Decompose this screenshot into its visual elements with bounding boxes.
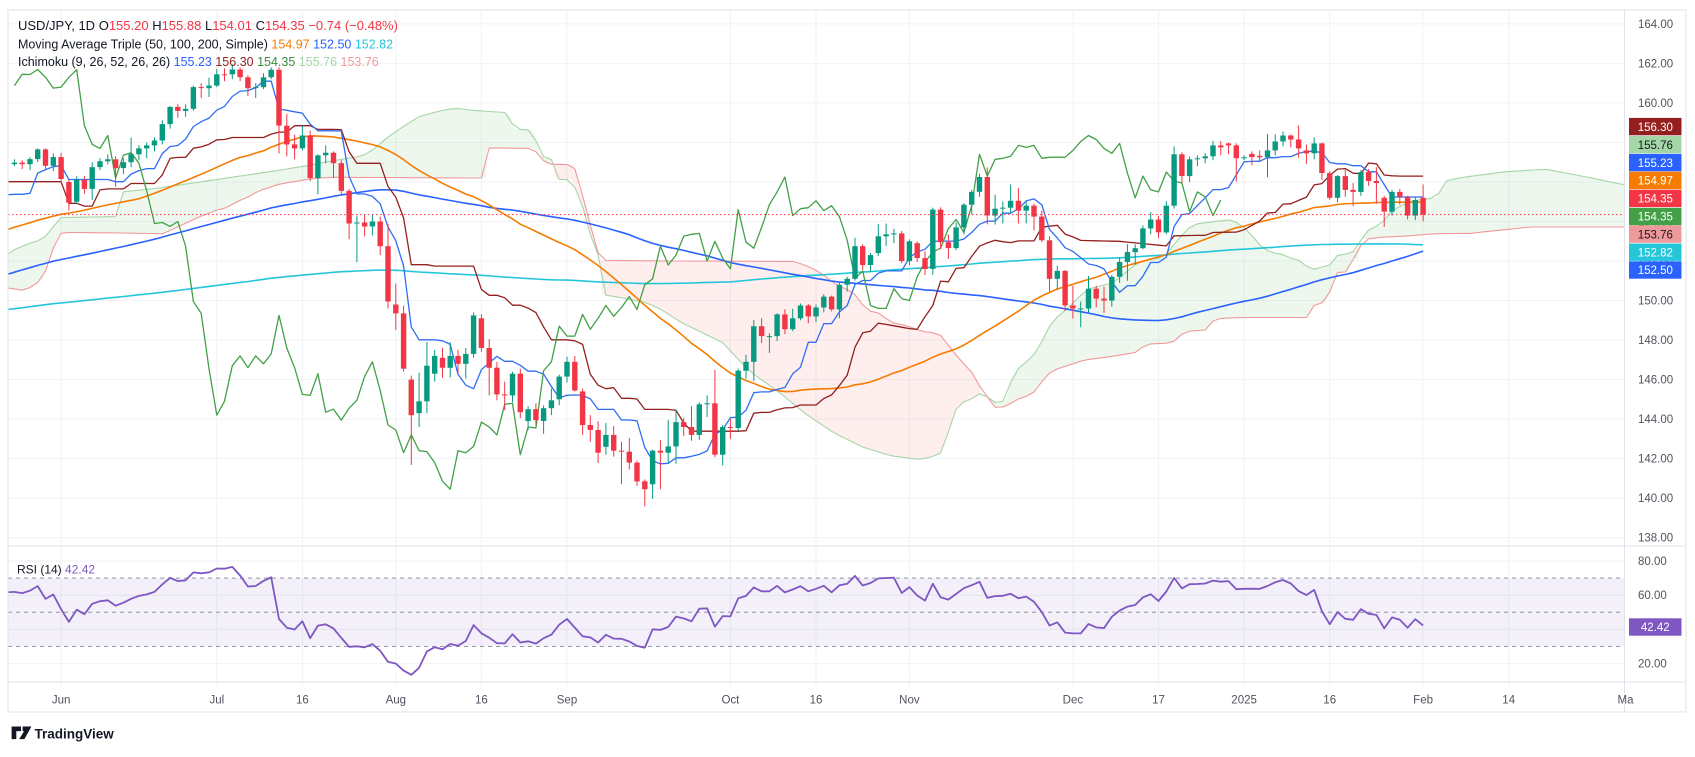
- svg-text:Dec: Dec: [1063, 695, 1084, 707]
- svg-text:80.00: 80.00: [1638, 556, 1667, 568]
- svg-text:154.35: 154.35: [1638, 194, 1673, 206]
- svg-text:Jun: Jun: [52, 695, 71, 707]
- svg-text:146.00: 146.00: [1638, 375, 1673, 387]
- svg-text:160.00: 160.00: [1638, 98, 1673, 110]
- svg-text:42.42: 42.42: [1641, 622, 1670, 634]
- svg-text:152.50: 152.50: [1638, 265, 1673, 277]
- svg-text:142.00: 142.00: [1638, 454, 1673, 466]
- svg-text:20.00: 20.00: [1638, 659, 1667, 671]
- svg-text:154.97: 154.97: [1638, 176, 1673, 188]
- svg-text:152.82: 152.82: [1638, 247, 1673, 259]
- svg-text:150.00: 150.00: [1638, 296, 1673, 308]
- svg-text:Nov: Nov: [899, 695, 920, 707]
- svg-text:16: 16: [810, 695, 823, 707]
- svg-text:162.00: 162.00: [1638, 58, 1673, 70]
- svg-text:USD/JPY, 1D O155.20 H155.88 L1: USD/JPY, 1D O155.20 H155.88 L154.01 C154…: [18, 18, 398, 33]
- svg-text:154.35: 154.35: [1638, 212, 1673, 224]
- svg-text:Aug: Aug: [386, 695, 406, 707]
- svg-text:17: 17: [1152, 695, 1165, 707]
- svg-text:Moving Average Triple (50, 100: Moving Average Triple (50, 100, 200, Sim…: [18, 38, 393, 52]
- svg-text:155.23: 155.23: [1638, 158, 1673, 170]
- svg-text:16: 16: [475, 695, 488, 707]
- svg-text:156.30: 156.30: [1638, 122, 1673, 134]
- svg-text:Ma: Ma: [1618, 695, 1635, 707]
- svg-text:16: 16: [1323, 695, 1336, 707]
- svg-text:155.76: 155.76: [1638, 140, 1673, 152]
- svg-text:Ichimoku (9, 26, 52, 26, 26) 1: Ichimoku (9, 26, 52, 26, 26) 155.23 156.…: [18, 55, 379, 69]
- svg-text:Oct: Oct: [721, 695, 740, 707]
- svg-text:2025: 2025: [1231, 695, 1257, 707]
- svg-text:TradingView: TradingView: [35, 727, 115, 742]
- svg-text:164.00: 164.00: [1638, 19, 1673, 31]
- svg-text:Jul: Jul: [209, 695, 224, 707]
- svg-text:Feb: Feb: [1413, 695, 1433, 707]
- svg-text:16: 16: [296, 695, 309, 707]
- svg-text:140.00: 140.00: [1638, 493, 1673, 505]
- svg-text:RSI (14) 42.42: RSI (14) 42.42: [17, 563, 95, 577]
- svg-text:60.00: 60.00: [1638, 590, 1667, 602]
- svg-text:153.76: 153.76: [1638, 229, 1673, 241]
- svg-text:Sep: Sep: [557, 695, 577, 707]
- svg-text:138.00: 138.00: [1638, 533, 1673, 545]
- svg-text:148.00: 148.00: [1638, 335, 1673, 347]
- svg-text:144.00: 144.00: [1638, 414, 1673, 426]
- svg-text:14: 14: [1502, 695, 1515, 707]
